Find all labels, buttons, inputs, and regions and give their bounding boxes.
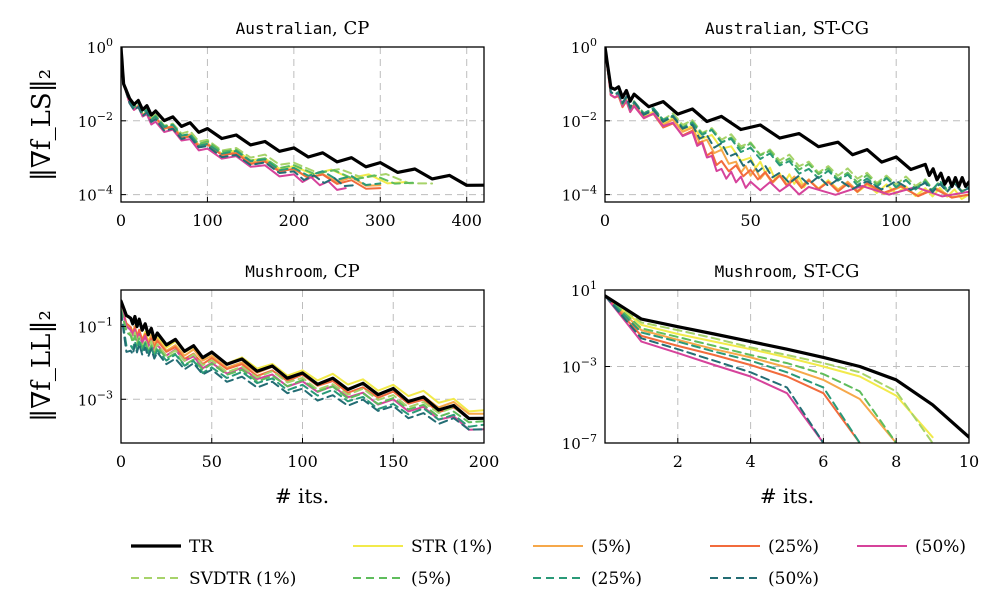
series-group xyxy=(605,47,969,200)
legend-label: STR (1%) xyxy=(411,537,492,557)
legend-label: (5%) xyxy=(591,537,631,557)
x-axis-label-left: # its. xyxy=(275,484,329,508)
series-line-str-5 xyxy=(605,294,898,443)
series-line-svdtr-25 xyxy=(605,47,969,193)
series-line-svdtr-50 xyxy=(605,294,825,443)
plot-title: Mushroom, CP xyxy=(245,261,359,282)
y-tick-label: 100 xyxy=(571,36,597,57)
legend-label: (50%) xyxy=(915,537,966,557)
series-line-svdtr-50 xyxy=(121,310,484,431)
legend: TR STR (1%) (5%) (25%) (50%) SVDTR (1%) (5%) (2… xyxy=(131,537,966,589)
y-tick-label: 10−4 xyxy=(78,184,113,205)
plot-title: Australian, ST-CG xyxy=(705,18,869,39)
x-tick-label: 4 xyxy=(746,452,756,471)
series-line-str-50 xyxy=(605,47,969,198)
y-tick-label: 10−3 xyxy=(78,388,113,409)
legend-label: (25%) xyxy=(768,537,819,557)
legend-label: TR xyxy=(189,537,214,557)
y-tick-label: 100 xyxy=(87,36,113,57)
y-axis-label-bottom: ‖∇f_LL‖₂ xyxy=(27,310,57,422)
series-line-str-25 xyxy=(121,303,484,420)
plot-3: 0 50 100 150 200 Mushroom, CP xyxy=(116,261,499,471)
y-tick-label: 10−7 xyxy=(562,432,597,453)
x-tick-label: 300 xyxy=(365,211,396,230)
x-tick-label: 50 xyxy=(740,211,760,230)
legend-label: SVDTR (1%) xyxy=(189,569,296,589)
axes-frame xyxy=(604,46,970,203)
x-tick-label: 0 xyxy=(116,452,126,471)
y-tick-label: 10−2 xyxy=(562,110,597,131)
x-tick-label: 400 xyxy=(451,211,482,230)
series-line-str-1 xyxy=(605,294,934,439)
x-tick-label: 50 xyxy=(202,452,222,471)
series-line-svdtr-1 xyxy=(121,308,484,420)
axes-frame xyxy=(120,46,485,203)
series-line-svdtr-25 xyxy=(121,310,484,428)
plot-title: Australian, CP xyxy=(236,18,370,39)
series-line-str-50 xyxy=(605,294,825,443)
series-group xyxy=(121,299,484,431)
series-line-tr xyxy=(605,47,969,188)
plot-2: 0 50 100 Australian, ST-CG xyxy=(600,18,970,230)
x-tick-label: 100 xyxy=(287,452,318,471)
x-tick-label: 150 xyxy=(378,452,409,471)
x-axis-label-right: # its. xyxy=(760,484,814,508)
plot-4: 2 4 6 8 10 Mushroom, ST-CG xyxy=(604,261,979,471)
y-tick-label: 10−3 xyxy=(562,356,597,377)
legend-label: (5%) xyxy=(411,569,451,589)
series-line-svdtr-5 xyxy=(121,308,484,424)
x-tick-label: 200 xyxy=(279,211,310,230)
legend-label: (50%) xyxy=(768,569,819,589)
y-tick-label: 10−1 xyxy=(78,315,113,336)
x-tick-label: 0 xyxy=(600,211,610,230)
x-tick-label: 100 xyxy=(881,211,912,230)
series-group xyxy=(605,294,969,443)
series-line-tr xyxy=(121,299,484,421)
plot-1: 0 100 200 300 400 Australian, CP xyxy=(116,18,485,230)
x-tick-label: 200 xyxy=(469,452,500,471)
x-tick-label: 100 xyxy=(192,211,223,230)
x-tick-label: 2 xyxy=(673,452,683,471)
series-line-svdtr-5 xyxy=(605,294,898,443)
x-tick-label: 10 xyxy=(959,452,979,471)
series-line-tr xyxy=(121,47,484,187)
series-line-svdtr-1 xyxy=(605,294,934,443)
series-line-svdtr-1 xyxy=(121,49,434,185)
legend-label: (25%) xyxy=(591,569,642,589)
series-group xyxy=(121,47,484,191)
x-tick-label: 6 xyxy=(818,452,828,471)
series-line-str-25 xyxy=(605,294,861,443)
plot-title: Mushroom, ST-CG xyxy=(715,261,860,282)
series-line-svdtr-50 xyxy=(605,47,969,194)
y-tick-label: 10−2 xyxy=(78,110,113,131)
series-line-tr xyxy=(605,294,969,439)
y-tick-label: 101 xyxy=(571,279,597,300)
y-axis-label-top: ‖∇f_LS‖₂ xyxy=(27,69,57,181)
x-tick-label: 0 xyxy=(116,211,126,230)
series-line-str-25 xyxy=(121,49,382,190)
series-line-svdtr-25 xyxy=(605,294,861,443)
y-tick-label: 10−4 xyxy=(562,184,597,205)
x-tick-label: 8 xyxy=(891,452,901,471)
